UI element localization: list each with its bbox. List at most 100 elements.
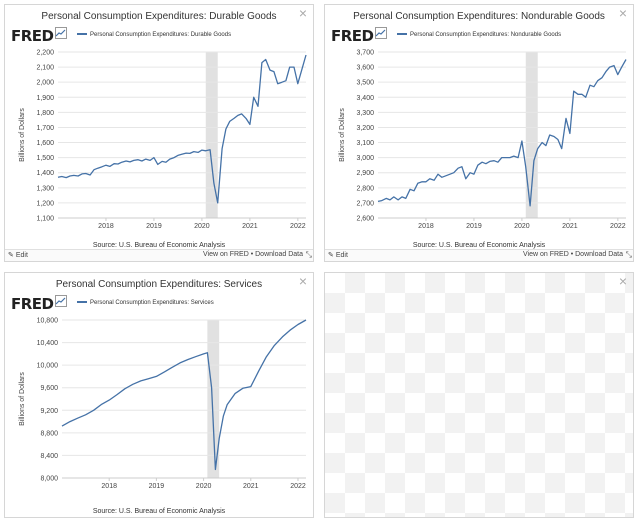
y-tick-label: 1,600 <box>36 140 54 147</box>
x-tick-label: 2019 <box>149 483 165 490</box>
legend-swatch <box>77 301 87 304</box>
legend-swatch <box>77 33 87 36</box>
fred-logo[interactable]: FRED <box>11 27 67 45</box>
fred-logo-chart-icon <box>54 27 67 39</box>
y-axis-label: Billions of Dollars <box>19 108 26 162</box>
y-tick-label: 1,500 <box>36 155 54 162</box>
y-tick-label: 9,200 <box>40 408 58 415</box>
x-tick-label: 2019 <box>146 223 162 230</box>
x-tick-label: 2021 <box>562 223 578 230</box>
separator: • <box>568 251 576 258</box>
y-tick-label: 2,800 <box>356 185 374 192</box>
resize-handle-icon[interactable]: ⤡ <box>305 250 312 259</box>
y-tick-label: 3,700 <box>356 50 374 57</box>
separator: • <box>248 251 256 258</box>
source-note: Source: U.S. Bureau of Economic Analysis <box>92 508 226 515</box>
recession-band <box>205 52 218 218</box>
legend-label: Personal Consumption Expenditures: Durab… <box>90 32 232 38</box>
footer-links: View on FRED • Download Data <box>203 251 303 258</box>
fred-logo-text: FRED <box>11 295 54 313</box>
y-tick-label: 1,800 <box>36 110 54 117</box>
chart-panel-durable-goods: × Personal Consumption Expenditures: Dur… <box>4 4 314 262</box>
y-tick-label: 1,100 <box>36 216 54 223</box>
close-icon[interactable]: × <box>298 5 307 21</box>
y-tick-label: 8,400 <box>40 453 58 460</box>
y-tick-label: 3,300 <box>356 110 374 117</box>
y-tick-label: 1,700 <box>36 125 54 132</box>
chart-title: Personal Consumption Expenditures: Servi… <box>55 279 263 290</box>
y-tick-label: 1,900 <box>36 95 54 102</box>
y-tick-label: 3,600 <box>356 65 374 72</box>
y-tick-label: 9,600 <box>40 385 58 392</box>
x-tick-label: 2021 <box>242 223 258 230</box>
view-on-fred-link[interactable]: View on FRED <box>203 251 249 258</box>
y-tick-label: 2,900 <box>356 170 374 177</box>
close-icon[interactable]: × <box>618 5 627 21</box>
y-tick-label: 3,100 <box>356 140 374 147</box>
empty-panel: × <box>324 272 634 518</box>
y-tick-label: 8,800 <box>40 430 58 437</box>
line-chart-nondurable-goods: 2,600 2,700 2,800 2,900 3,000 3,100 3,200 3,300… <box>339 50 627 230</box>
source-note: Source: U.S. Bureau of Economic Analysis <box>412 242 546 249</box>
source-note: Source: U.S. Bureau of Economic Analysis <box>92 242 226 249</box>
download-data-link[interactable]: Download Data <box>255 251 303 258</box>
y-tick-label: 3,000 <box>356 155 374 162</box>
x-tick-label: 2020 <box>196 483 212 490</box>
resize-handle-icon[interactable]: ⤡ <box>625 250 632 259</box>
y-tick-label: 3,200 <box>356 125 374 132</box>
x-tick-label: 2022 <box>290 483 306 490</box>
y-tick-label: 10,400 <box>37 340 59 347</box>
line-chart-services: 8,000 8,400 8,800 9,200 9,600 10,000 10,400 10,… <box>19 318 307 490</box>
fred-logo-text: FRED <box>331 27 374 45</box>
panel-footer: ✎ Edit View on FRED • Download Data ⤡ <box>325 249 633 261</box>
legend-label: Personal Consumption Expenditures: Nondu… <box>410 32 562 38</box>
x-tick-label: 2020 <box>514 223 530 230</box>
fred-logo-chart-icon <box>54 295 67 307</box>
x-tick-label: 2021 <box>243 483 259 490</box>
x-tick-label: 2019 <box>466 223 482 230</box>
y-tick-label: 3,400 <box>356 95 374 102</box>
x-tick-label: 2018 <box>101 483 117 490</box>
chart-title: Personal Consumption Expenditures: Durab… <box>41 11 277 22</box>
footer-links: View on FRED • Download Data <box>523 251 623 258</box>
chart-title: Personal Consumption Expenditures: Nondu… <box>353 11 605 22</box>
y-axis-label: Billions of Dollars <box>19 372 26 426</box>
edit-button[interactable]: ✎ Edit <box>328 252 348 259</box>
x-tick-label: 2022 <box>610 223 626 230</box>
recession-band <box>525 52 538 218</box>
chart-panel-services: × Personal Consumption Expenditures: Ser… <box>4 272 314 518</box>
y-tick-label: 10,800 <box>37 318 59 325</box>
y-tick-label: 2,200 <box>36 50 54 57</box>
fred-logo[interactable]: FRED <box>331 27 387 45</box>
y-tick-label: 1,300 <box>36 185 54 192</box>
y-tick-label: 8,000 <box>40 476 58 483</box>
close-icon[interactable]: × <box>298 273 307 289</box>
chart-legend: Personal Consumption Expenditures: Durab… <box>77 32 231 38</box>
chart-legend: Personal Consumption Expenditures: Nondu… <box>397 32 561 38</box>
x-tick-label: 2020 <box>194 223 210 230</box>
edit-button[interactable]: ✎ Edit <box>8 252 28 259</box>
y-tick-label: 1,200 <box>36 200 54 207</box>
close-icon[interactable]: × <box>618 273 627 289</box>
series-line <box>57 54 307 204</box>
legend-label: Personal Consumption Expenditures: Servi… <box>90 300 214 306</box>
y-tick-label: 3,500 <box>356 80 374 87</box>
legend-swatch <box>397 33 407 36</box>
y-tick-label: 2,100 <box>36 65 54 72</box>
series-line <box>61 319 307 471</box>
y-axis-label: Billions of Dollars <box>339 108 346 162</box>
chart-legend: Personal Consumption Expenditures: Servi… <box>77 300 214 306</box>
line-chart-durable-goods: 1,100 1,200 1,300 1,400 1,500 1,600 1,700 1,800… <box>19 50 307 230</box>
y-tick-label: 1,400 <box>36 170 54 177</box>
fred-logo-text: FRED <box>11 27 54 45</box>
x-tick-label: 2018 <box>98 223 114 230</box>
panel-footer: ✎ Edit View on FRED • Download Data ⤡ <box>5 249 313 261</box>
y-tick-label: 10,000 <box>37 363 59 370</box>
fred-logo[interactable]: FRED <box>11 295 67 313</box>
chart-panel-nondurable-goods: × Personal Consumption Expenditures: Non… <box>324 4 634 262</box>
view-on-fred-link[interactable]: View on FRED <box>523 251 569 258</box>
x-tick-label: 2022 <box>290 223 306 230</box>
y-tick-label: 2,700 <box>356 200 374 207</box>
x-tick-label: 2018 <box>418 223 434 230</box>
download-data-link[interactable]: Download Data <box>575 251 623 258</box>
